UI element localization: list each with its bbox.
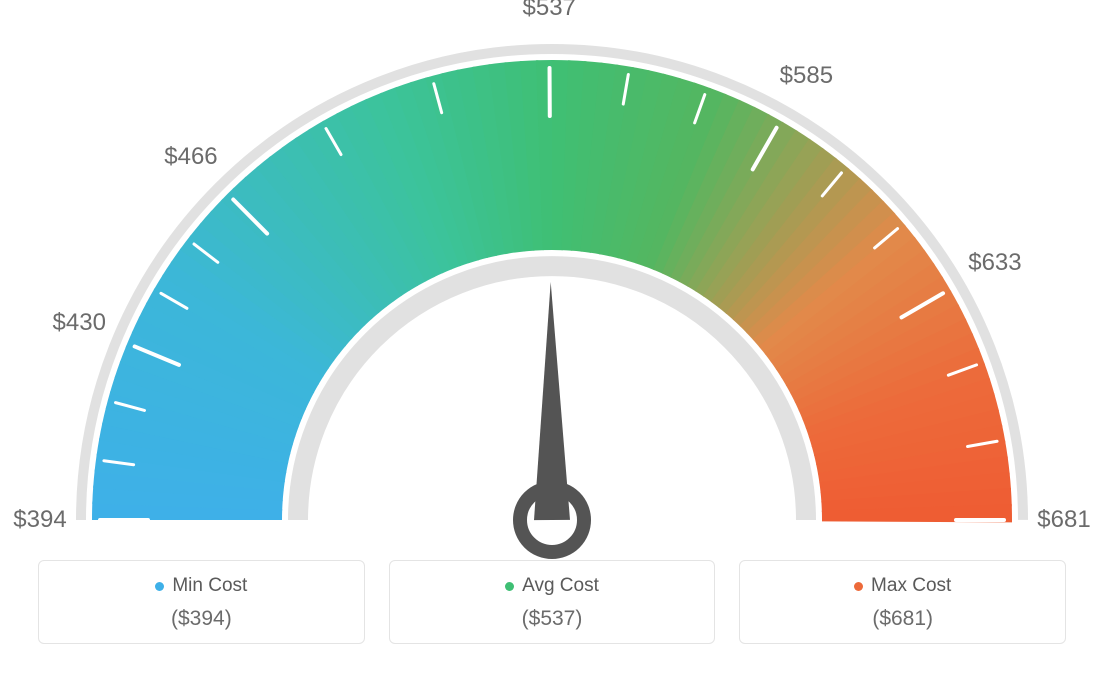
- legend-min-label: Min Cost: [172, 575, 247, 597]
- legend-max: Max Cost ($681): [739, 560, 1066, 644]
- legend-max-title: Max Cost: [854, 575, 951, 597]
- legend-avg-label: Avg Cost: [522, 575, 599, 597]
- tick-label: $394: [13, 506, 66, 534]
- legend-avg-value: ($537): [400, 607, 705, 631]
- legend-min: Min Cost ($394): [38, 560, 365, 644]
- gauge-svg: [0, 0, 1104, 560]
- tick-label: $466: [164, 143, 217, 171]
- legend: Min Cost ($394) Avg Cost ($537) Max Cost…: [0, 560, 1104, 664]
- tick-label: $585: [780, 62, 833, 90]
- dot-icon: [155, 582, 164, 591]
- tick-label: $430: [53, 309, 106, 337]
- legend-avg-title: Avg Cost: [505, 575, 599, 597]
- gauge-chart: $394 $430 $466 $537 $585 $633 $681: [0, 0, 1104, 560]
- tick-label: $633: [968, 249, 1021, 277]
- tick-label: $681: [1037, 506, 1090, 534]
- dot-icon: [854, 582, 863, 591]
- legend-min-title: Min Cost: [155, 575, 247, 597]
- dot-icon: [505, 582, 514, 591]
- legend-max-label: Max Cost: [871, 575, 951, 597]
- tick-label: $537: [522, 0, 575, 22]
- legend-min-value: ($394): [49, 607, 354, 631]
- legend-max-value: ($681): [750, 607, 1055, 631]
- legend-avg: Avg Cost ($537): [389, 560, 716, 644]
